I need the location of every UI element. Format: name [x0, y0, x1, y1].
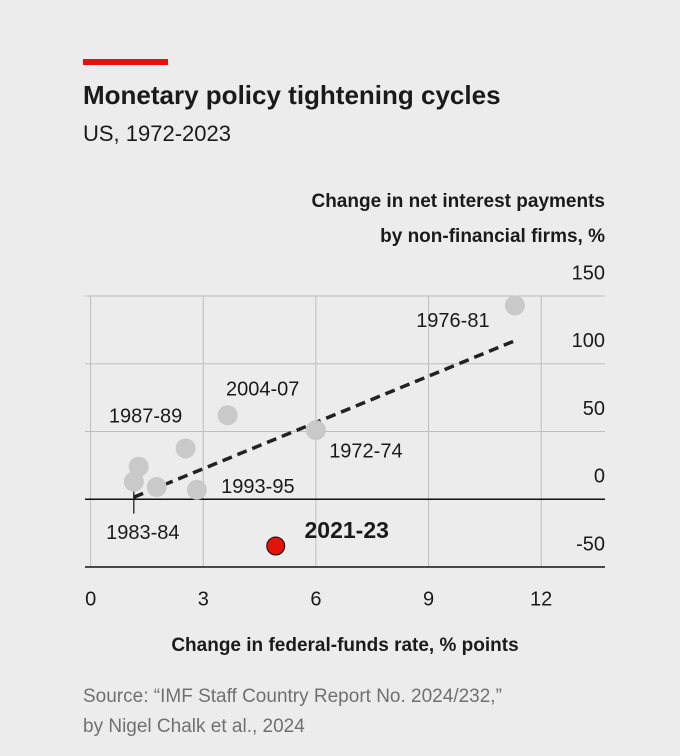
source: by Nigel Chalk et al., 2024 [83, 716, 305, 737]
point-label: 1993-95 [221, 476, 294, 498]
point-label: 1983-84 [106, 522, 179, 544]
y-axis-label: Change in net interest payments [311, 191, 605, 212]
x-tick-label: 3 [198, 588, 209, 610]
point [123, 471, 144, 492]
point-label: 1972-74 [329, 440, 402, 462]
point-label: 2004-07 [226, 379, 299, 401]
x-axis-label: Change in federal-funds rate, % points [171, 635, 518, 656]
y-tick-label: -50 [576, 533, 605, 555]
y-tick-label: 0 [594, 466, 605, 488]
y-tick-label: 150 [572, 262, 605, 284]
point-label: 1976-81 [416, 310, 489, 332]
point-label: 1987-89 [109, 406, 182, 428]
trend-line [133, 339, 516, 499]
point [266, 536, 286, 556]
chart-title: Monetary policy tightening cycles [83, 80, 501, 110]
point [305, 420, 326, 441]
highlight-label: 2021-23 [305, 517, 389, 543]
x-tick-label: 12 [530, 588, 552, 610]
y-axis-label: by non-financial firms, % [380, 226, 605, 247]
point [186, 479, 207, 500]
x-tick-label: 6 [310, 588, 321, 610]
point [146, 477, 167, 498]
point [175, 438, 196, 459]
x-tick-label: 9 [423, 588, 434, 610]
source: Source: “IMF Staff Country Report No. 20… [83, 686, 502, 707]
chart-subtitle: US, 1972-2023 [83, 121, 231, 146]
point [217, 405, 238, 426]
accent-bar [83, 59, 168, 65]
x-tick-label: 0 [85, 588, 96, 610]
y-tick-label: 50 [583, 398, 605, 420]
point [504, 295, 525, 316]
y-tick-label: 100 [572, 330, 605, 352]
